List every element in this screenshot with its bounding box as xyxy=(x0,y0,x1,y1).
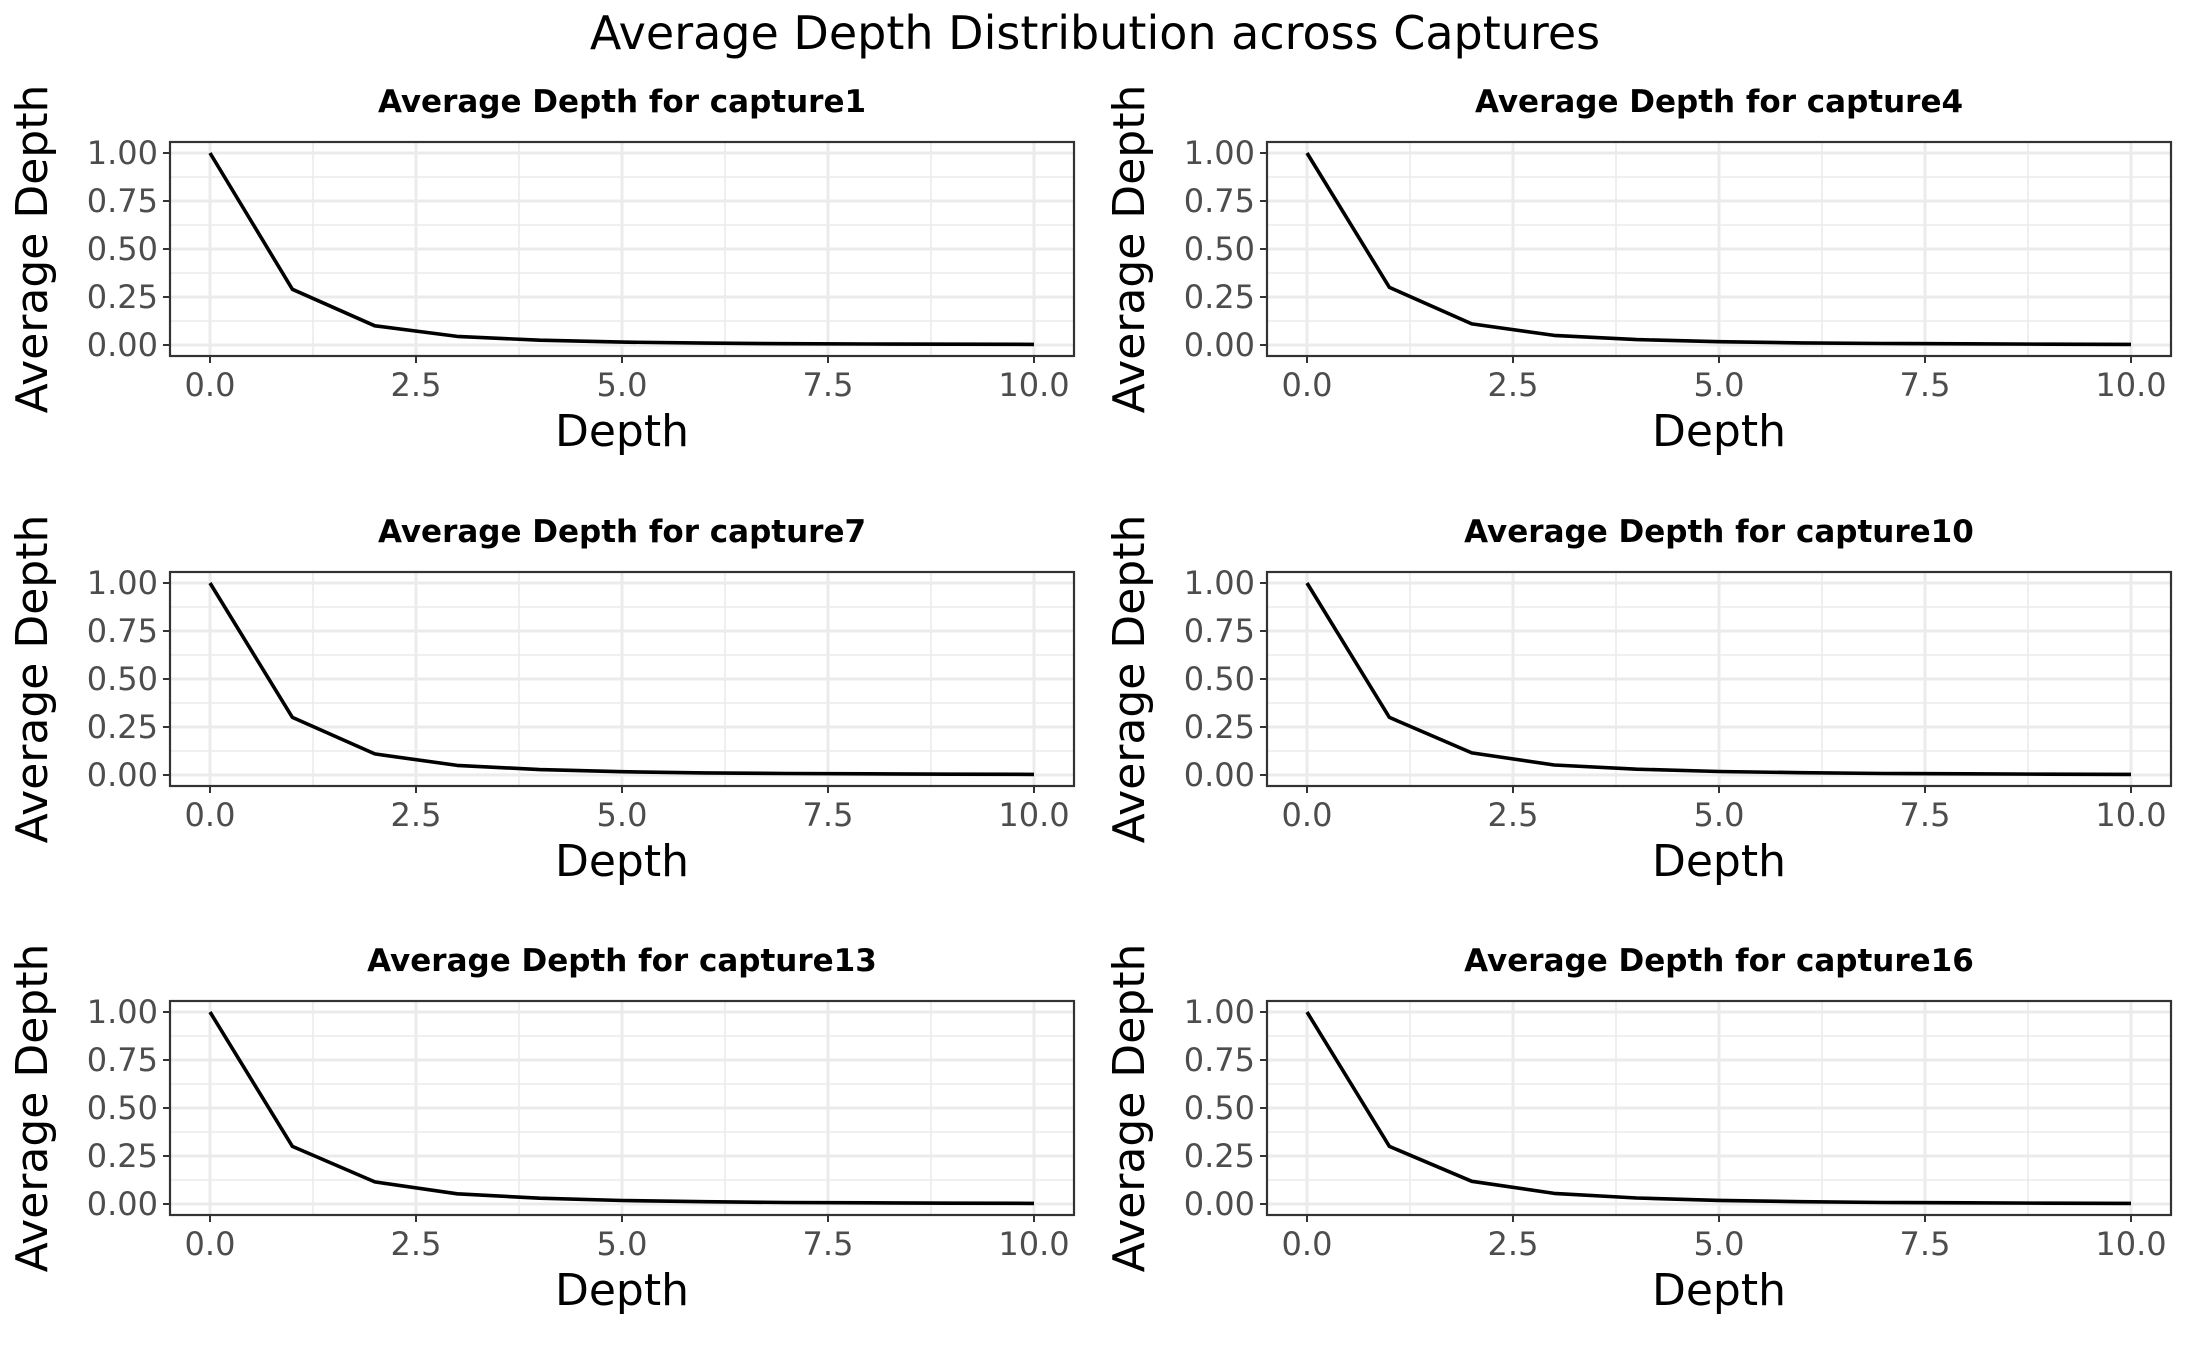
series-line xyxy=(208,1011,1035,1206)
x-tick-label: 2.5 xyxy=(391,796,442,834)
x-axis-label: Depth xyxy=(555,836,689,887)
x-tick-label: 10.0 xyxy=(998,796,1069,834)
y-tick-label: 1.00 xyxy=(87,564,158,602)
x-tick-label: 7.5 xyxy=(803,366,854,404)
y-tick-label: 0.00 xyxy=(1184,1185,1255,1223)
x-tick-label: 7.5 xyxy=(1900,366,1951,404)
y-tick-label: 0.25 xyxy=(87,1137,158,1175)
panel-title: Average Depth for capture1 xyxy=(378,84,866,120)
y-axis-label: Average Depth xyxy=(7,85,58,414)
series-line xyxy=(1305,1011,2132,1206)
panel-title: Average Depth for capture10 xyxy=(1464,514,1974,550)
y-axis-label: Average Depth xyxy=(7,944,58,1273)
x-axis-label: Depth xyxy=(555,406,689,457)
y-tick-label: 0.25 xyxy=(1184,278,1255,316)
x-tick-label: 7.5 xyxy=(803,796,854,834)
x-tick-label: 5.0 xyxy=(1694,366,1745,404)
x-tick-label: 7.5 xyxy=(1900,1225,1951,1263)
x-tick-label: 5.0 xyxy=(597,366,648,404)
x-tick-label: 0.0 xyxy=(1282,366,1333,404)
x-tick-label: 2.5 xyxy=(1488,366,1539,404)
y-tick-label: 0.25 xyxy=(87,708,158,746)
x-tick-label: 5.0 xyxy=(597,1225,648,1263)
y-tick-label: 0.25 xyxy=(1184,708,1255,746)
panel-5: Average Depth for capture13 0.0 2.5 5.0 7.5 1… xyxy=(7,943,1076,1316)
x-tick-label: 0.0 xyxy=(185,796,236,834)
series-line xyxy=(208,152,1035,347)
y-tick-label: 0.75 xyxy=(1184,612,1255,650)
x-tick-label: 10.0 xyxy=(998,1225,1069,1263)
x-tick-label: 7.5 xyxy=(1900,796,1951,834)
x-axis-label: Depth xyxy=(1652,1265,1786,1316)
y-tick-label: 0.50 xyxy=(1184,230,1255,268)
x-tick-label: 0.0 xyxy=(185,1225,236,1263)
x-tick-label: 10.0 xyxy=(2095,1225,2166,1263)
x-axis-label: Depth xyxy=(1652,406,1786,457)
y-tick-label: 0.75 xyxy=(1184,1041,1255,1079)
y-tick-label: 0.50 xyxy=(1184,1089,1255,1127)
x-tick-label: 5.0 xyxy=(1694,796,1745,834)
y-tick-label: 1.00 xyxy=(87,134,158,172)
x-tick-label: 10.0 xyxy=(998,366,1069,404)
y-tick-label: 0.00 xyxy=(87,756,158,794)
y-tick-label: 1.00 xyxy=(1184,134,1255,172)
figure-title: Average Depth Distribution across Captur… xyxy=(590,6,1600,60)
x-tick-label: 2.5 xyxy=(391,366,442,404)
x-tick-label: 5.0 xyxy=(1694,1225,1745,1263)
y-axis-label: Average Depth xyxy=(7,515,58,844)
y-tick-label: 1.00 xyxy=(1184,993,1255,1031)
y-tick-label: 0.00 xyxy=(87,326,158,364)
x-tick-label: 10.0 xyxy=(2095,366,2166,404)
panel-title: Average Depth for capture13 xyxy=(367,943,877,979)
panel-title: Average Depth for capture16 xyxy=(1464,943,1974,979)
y-tick-label: 0.75 xyxy=(87,1041,158,1079)
x-axis-label: Depth xyxy=(555,1265,689,1316)
panel-title: Average Depth for capture7 xyxy=(378,514,866,550)
series-line xyxy=(1305,582,2132,777)
x-tick-label: 0.0 xyxy=(185,366,236,404)
y-tick-label: 0.75 xyxy=(87,612,158,650)
y-tick-label: 0.00 xyxy=(87,1185,158,1223)
x-tick-label: 2.5 xyxy=(1488,796,1539,834)
series-line xyxy=(208,582,1035,777)
x-axis-label: Depth xyxy=(1652,836,1786,887)
x-tick-label: 7.5 xyxy=(803,1225,854,1263)
panel-4: Average Depth for capture10 0.0 2.5 5.0 7.5 1… xyxy=(1104,514,2173,887)
y-tick-label: 0.00 xyxy=(1184,326,1255,364)
x-tick-label: 10.0 xyxy=(2095,796,2166,834)
x-tick-label: 5.0 xyxy=(597,796,648,834)
panel-1: Average Depth for capture1 0.0 2.5 5.0 7.5 10… xyxy=(7,84,1076,457)
x-tick-label: 0.0 xyxy=(1282,1225,1333,1263)
panel-title: Average Depth for capture4 xyxy=(1475,84,1963,120)
y-tick-label: 0.00 xyxy=(1184,756,1255,794)
y-tick-label: 0.25 xyxy=(87,278,158,316)
series-line xyxy=(1305,152,2132,347)
y-tick-label: 0.50 xyxy=(87,660,158,698)
y-axis-label: Average Depth xyxy=(1104,515,1155,844)
y-tick-label: 1.00 xyxy=(87,993,158,1031)
panels: Average Depth for capture1 0.0 2.5 5.0 7.5 10… xyxy=(7,84,2173,1316)
panel-6: Average Depth for capture16 0.0 2.5 5.0 7.5 1… xyxy=(1104,943,2173,1316)
y-tick-label: 0.50 xyxy=(87,230,158,268)
x-tick-label: 0.0 xyxy=(1282,796,1333,834)
y-axis-label: Average Depth xyxy=(1104,85,1155,414)
y-tick-label: 0.25 xyxy=(1184,1137,1255,1175)
y-tick-label: 1.00 xyxy=(1184,564,1255,602)
y-tick-label: 0.50 xyxy=(1184,660,1255,698)
panel-2: Average Depth for capture4 0.0 2.5 5.0 7.5 10… xyxy=(1104,84,2173,457)
x-tick-label: 2.5 xyxy=(1488,1225,1539,1263)
x-tick-label: 2.5 xyxy=(391,1225,442,1263)
y-axis-label: Average Depth xyxy=(1104,944,1155,1273)
y-tick-label: 0.50 xyxy=(87,1089,158,1127)
panel-3: Average Depth for capture7 0.0 2.5 5.0 7.5 10… xyxy=(7,514,1076,887)
y-tick-label: 0.75 xyxy=(1184,182,1255,220)
y-tick-label: 0.75 xyxy=(87,182,158,220)
